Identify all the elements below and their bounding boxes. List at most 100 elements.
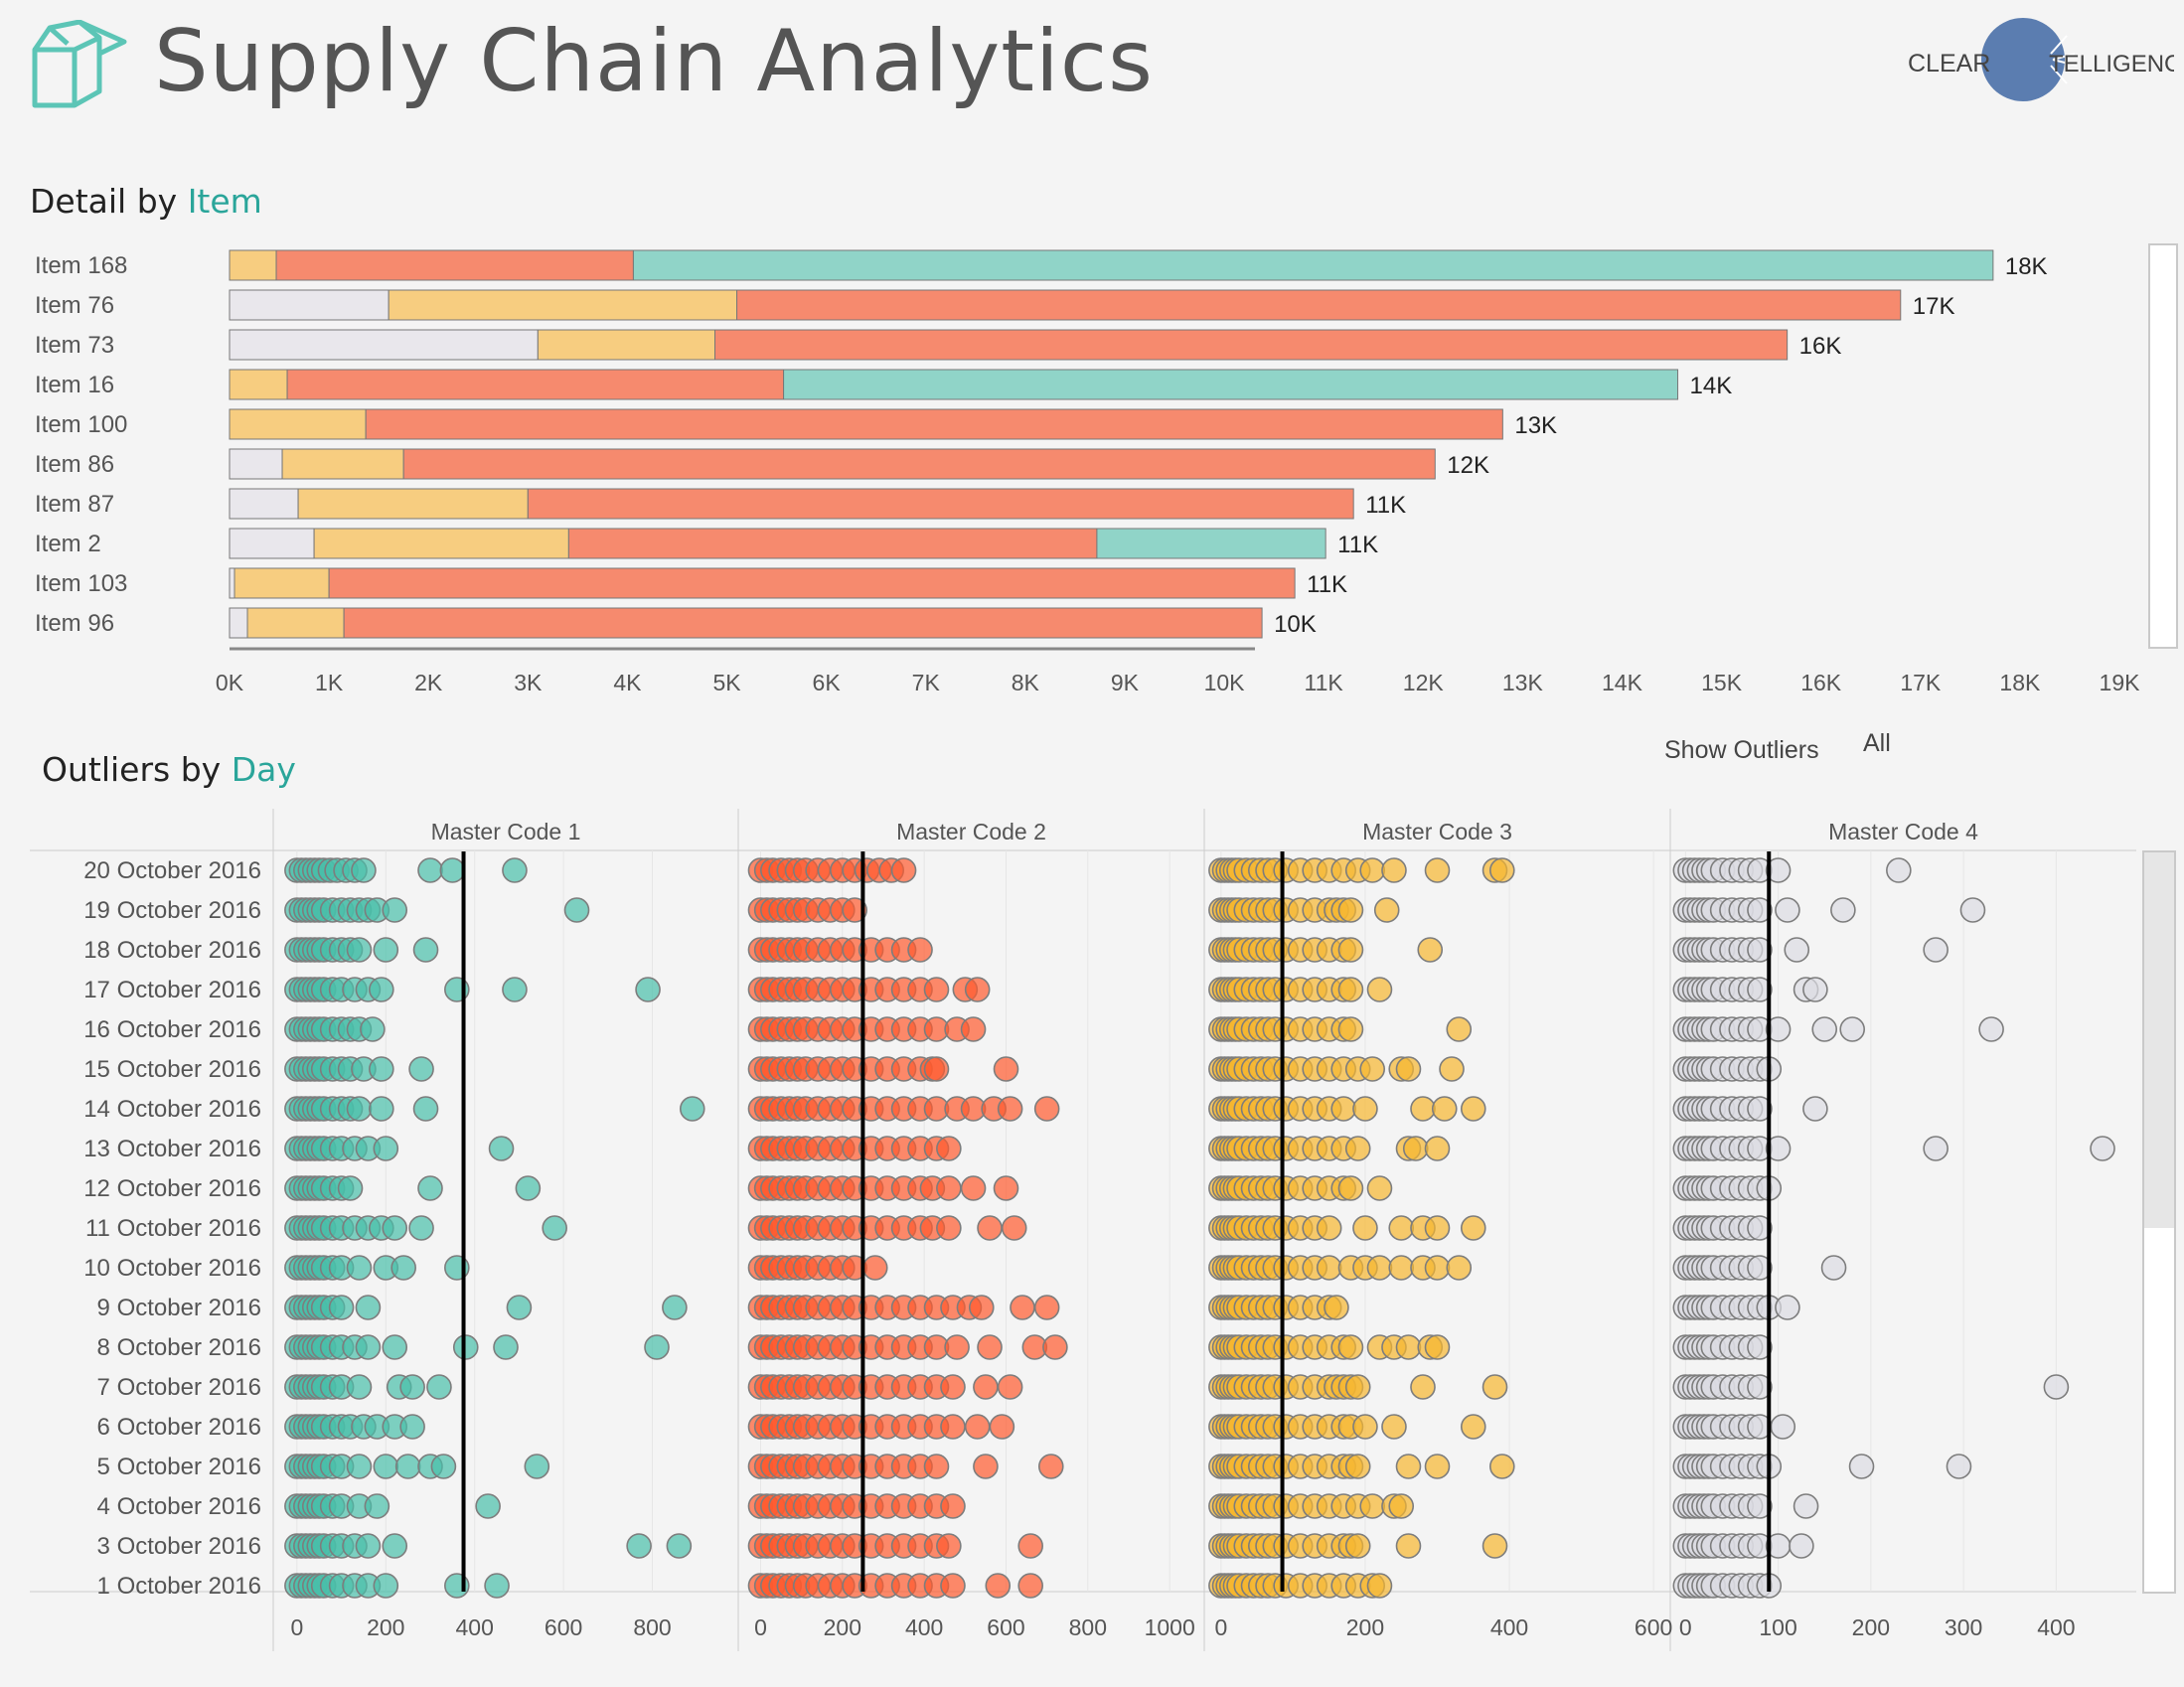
outlier-dot: [515, 1175, 542, 1201]
day-label: 17 October 2016: [83, 977, 261, 1003]
x-tick-label: 17K: [1900, 670, 1942, 695]
bar-segment: [229, 408, 367, 440]
bar-category-label: Item 168: [35, 252, 127, 279]
bar-segment: [328, 567, 1296, 599]
outlier-dot: [399, 1374, 425, 1400]
outliers-scrollbar-thumb[interactable]: [2144, 852, 2174, 1228]
outlier-dot: [1775, 1295, 1800, 1320]
x-tick-label: 0: [754, 1614, 767, 1640]
outlier-dot: [1811, 1016, 1838, 1042]
outlier-dot: [989, 1414, 1015, 1440]
outlier-dot: [985, 1573, 1012, 1599]
outlier-dot: [337, 1175, 364, 1201]
outlier-dot: [997, 1096, 1023, 1122]
outlier-dot: [1946, 1454, 1972, 1479]
bar-segment: [229, 528, 315, 559]
outlier-dot: [346, 937, 373, 963]
outlier-dot: [993, 1056, 1019, 1082]
bar-segment: [537, 329, 716, 361]
outlier-dot: [1395, 1334, 1422, 1360]
outlier-dot: [360, 1016, 386, 1042]
day-label: 12 October 2016: [83, 1175, 261, 1202]
outlier-dot: [390, 1255, 416, 1281]
outlier-dot: [1747, 1334, 1773, 1360]
outlier-dot: [1424, 1454, 1451, 1479]
outlier-dot: [936, 1533, 962, 1559]
bar-segment: [229, 369, 288, 400]
bar-segment: [783, 369, 1679, 400]
show-outliers-dropdown[interactable]: All: [1863, 729, 1891, 757]
outlier-dot: [1923, 1136, 1949, 1161]
x-tick-label: 800: [1069, 1614, 1107, 1640]
outlier-dot: [369, 977, 394, 1002]
bar-category-label: Item 86: [35, 451, 114, 478]
bar-segment: [229, 488, 299, 520]
outlier-dot: [373, 1573, 399, 1599]
outlier-dot: [369, 1096, 394, 1122]
day-label: 14 October 2016: [83, 1096, 261, 1123]
outliers-scrollbar[interactable]: [2142, 850, 2176, 1594]
outlier-dot: [1770, 1414, 1796, 1440]
box-icon: [32, 20, 127, 108]
outlier-dot: [907, 937, 933, 963]
outliers-section-title: Outliers by Day: [42, 750, 296, 789]
app-title: Supply Chain Analytics: [154, 12, 1154, 111]
bar-segment: [286, 369, 785, 400]
outlier-dot: [399, 1414, 425, 1440]
x-tick-label: 18K: [1999, 670, 2041, 695]
outlier-dot: [475, 1493, 501, 1519]
outlier-dot: [1344, 1374, 1371, 1400]
x-tick-label: 19K: [2100, 670, 2141, 695]
outlier-dot: [1359, 857, 1386, 883]
detail-scrollbar[interactable]: [2148, 243, 2178, 649]
x-tick-label: 1000: [1145, 1614, 1195, 1640]
bar-segment: [402, 448, 1436, 480]
outlier-dot: [346, 1255, 373, 1281]
outlier-dot: [1395, 1533, 1422, 1559]
day-label: 20 October 2016: [83, 857, 261, 884]
outlier-dot: [1747, 937, 1773, 963]
outlier-dot: [940, 1493, 966, 1519]
outlier-dot: [1316, 1255, 1342, 1281]
outlier-dot: [1344, 1136, 1371, 1161]
outlier-dot: [452, 1334, 479, 1360]
outlier-dot: [1359, 1493, 1386, 1519]
x-tick-label: 3K: [514, 670, 543, 695]
outlier-dot: [1388, 1215, 1415, 1241]
outlier-dot: [1366, 1175, 1393, 1201]
outlier-dot: [1424, 1334, 1451, 1360]
outlier-dot: [1488, 857, 1515, 883]
x-tick-label: 0: [1679, 1614, 1692, 1640]
outlier-dot: [1366, 977, 1393, 1002]
outlier-dot: [426, 1374, 452, 1400]
outlier-dot: [1848, 1454, 1875, 1479]
outlier-dot: [439, 857, 466, 883]
show-outliers-label: Show Outliers: [1664, 736, 1819, 764]
outlier-dot: [382, 1215, 408, 1241]
bar-segment: [297, 488, 529, 520]
outlier-dot: [1337, 1016, 1364, 1042]
outlier-dot: [346, 1454, 373, 1479]
x-tick-label: 7K: [912, 670, 941, 695]
outlier-dot: [502, 857, 528, 883]
outlier-dot: [1820, 1255, 1847, 1281]
outlier-dot: [944, 1334, 970, 1360]
outlier-dot: [408, 1056, 434, 1082]
bar-value-label: 14K: [1690, 373, 1733, 399]
bar-value-label: 16K: [1799, 333, 1842, 360]
x-tick-label: 400: [2037, 1614, 2075, 1640]
outlier-dot: [960, 1175, 987, 1201]
outlier-dot: [1784, 937, 1810, 963]
outlier-dot: [964, 977, 991, 1002]
outlier-dot: [488, 1136, 515, 1161]
outlier-dot: [1344, 1454, 1371, 1479]
outlier-dot: [1033, 1295, 1060, 1320]
x-tick-label: 1K: [315, 670, 344, 695]
x-tick-label: 13K: [1502, 670, 1544, 695]
outlier-dot: [417, 1175, 443, 1201]
outlier-dot: [1460, 1096, 1486, 1122]
x-tick-label: 100: [1759, 1614, 1796, 1640]
outlier-dot: [1765, 1136, 1792, 1161]
outlier-dot: [1373, 897, 1400, 923]
detail-bar-chart: Item 168 18K Item 76 17K Item 73 16K Item 16 14…: [35, 249, 2141, 695]
